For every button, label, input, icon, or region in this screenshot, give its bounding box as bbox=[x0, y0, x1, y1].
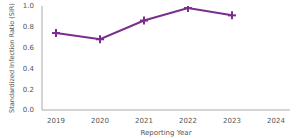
svg-text:0.8: 0.8 bbox=[23, 23, 34, 31]
svg-text:2019: 2019 bbox=[47, 117, 65, 125]
svg-text:0.2: 0.2 bbox=[23, 86, 34, 94]
svg-text:0.6: 0.6 bbox=[23, 44, 35, 52]
svg-text:Reporting Year: Reporting Year bbox=[140, 129, 191, 137]
svg-text:2020: 2020 bbox=[91, 117, 109, 125]
svg-text:Standardized Infection Ratio (: Standardized Infection Ratio (SIR) bbox=[8, 3, 16, 113]
svg-text:2021: 2021 bbox=[135, 117, 153, 125]
svg-text:2024: 2024 bbox=[267, 117, 285, 125]
svg-text:0.0: 0.0 bbox=[23, 106, 34, 114]
svg-text:2023: 2023 bbox=[223, 117, 241, 125]
svg-text:2022: 2022 bbox=[179, 117, 197, 125]
svg-text:1.0: 1.0 bbox=[23, 2, 34, 10]
svg-text:0.4: 0.4 bbox=[23, 65, 35, 73]
